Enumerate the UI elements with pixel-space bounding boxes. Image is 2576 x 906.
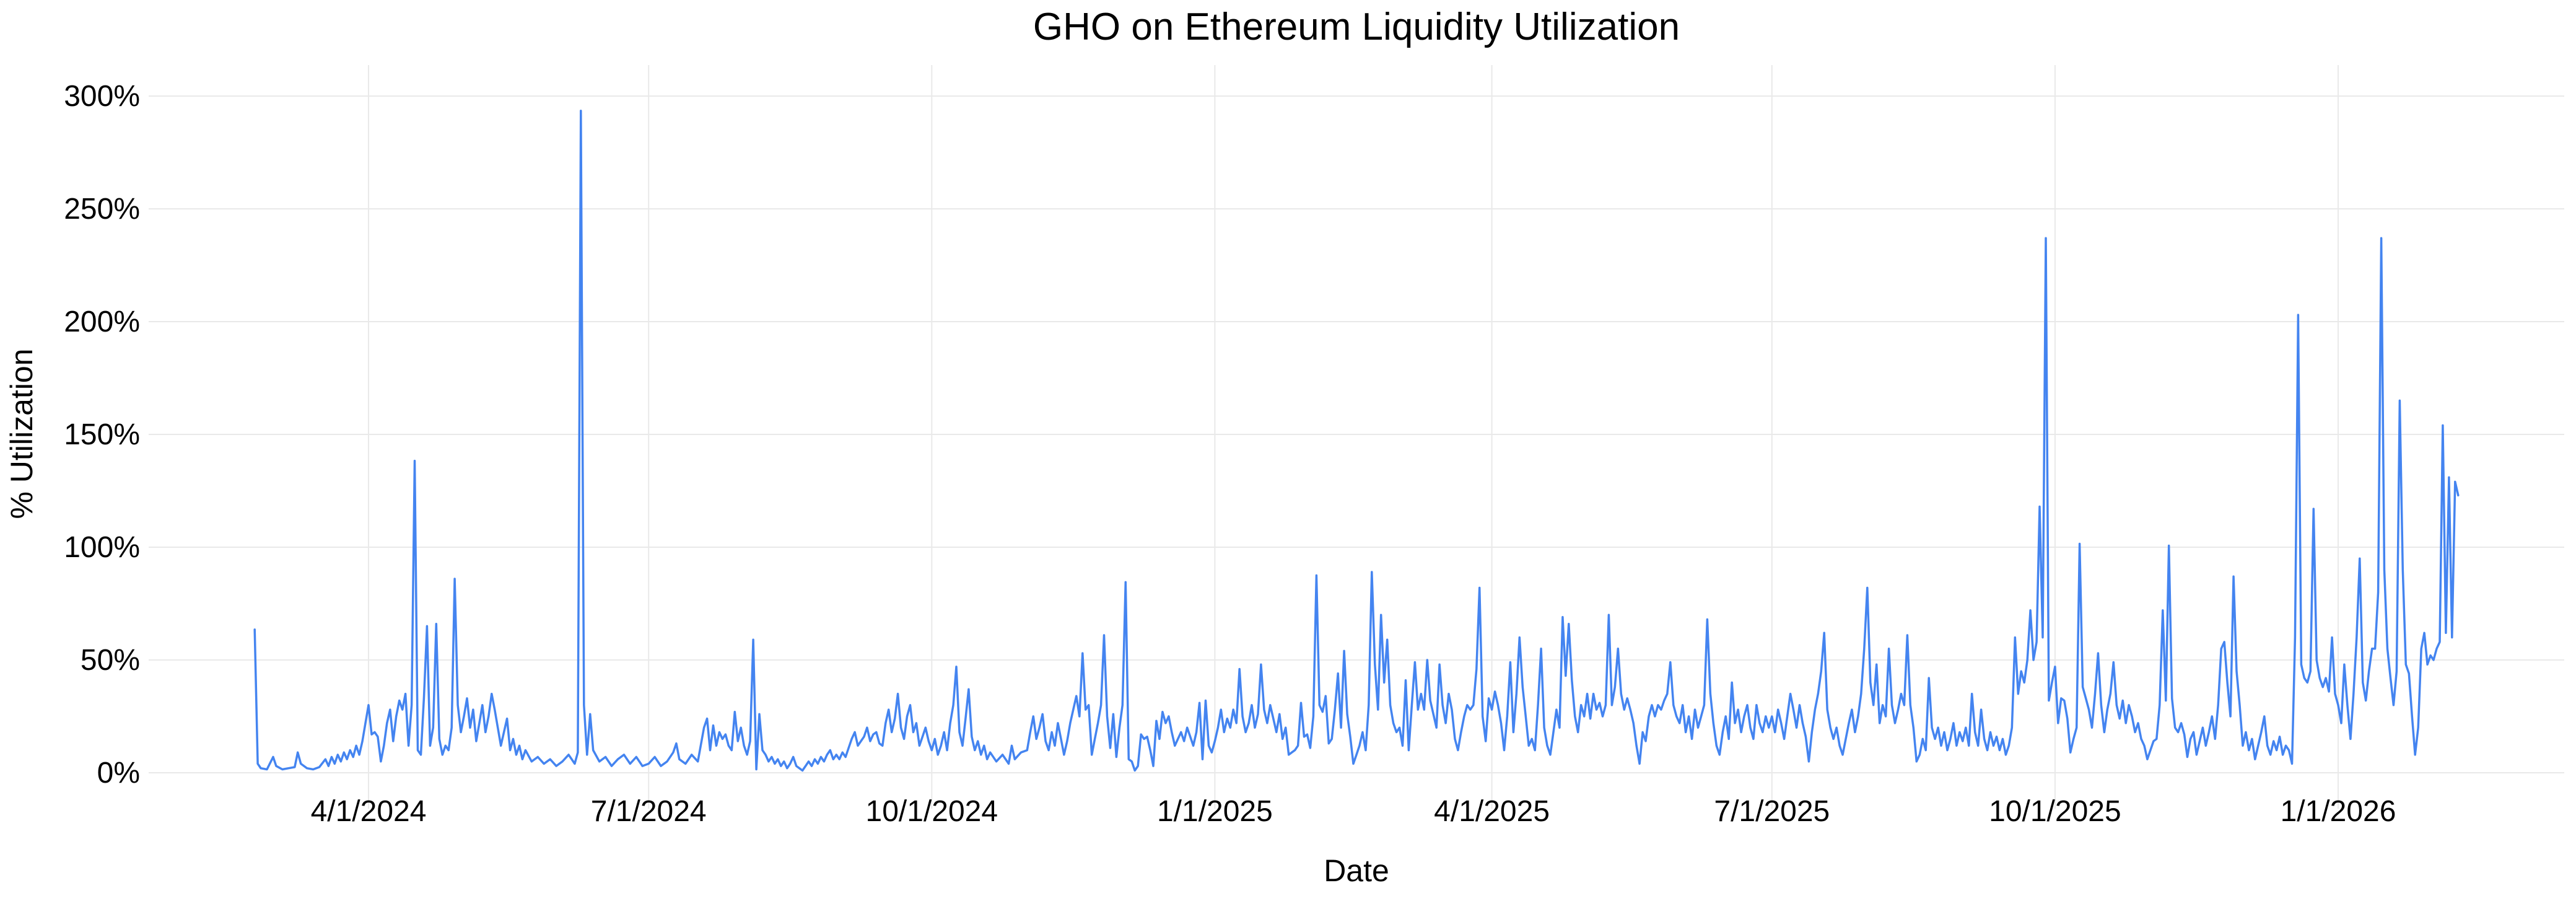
y-tick-label: 100% — [64, 531, 140, 564]
horizontal-gridlines — [149, 95, 2564, 773]
chart-title: GHO on Ethereum Liquidity Utilization — [1033, 6, 1680, 48]
vertical-gridlines — [368, 65, 2339, 809]
y-tick-label: 250% — [64, 193, 140, 226]
y-axis-label: % Utilization — [4, 348, 39, 519]
series-group — [253, 109, 2460, 772]
x-tick-label: 4/1/2024 — [311, 795, 427, 828]
x-tick-label: 4/1/2025 — [1434, 795, 1550, 828]
y-tick-label: 150% — [64, 418, 140, 451]
y-axis-tick-labels: 0% 50% 100% 150% 200% 250% 300% — [64, 80, 140, 789]
x-tick-label: 1/1/2025 — [1157, 795, 1273, 828]
x-tick-label: 10/1/2024 — [866, 795, 998, 828]
x-tick-label: 7/1/2025 — [1714, 795, 1830, 828]
y-tick-label: 50% — [81, 644, 140, 677]
x-tick-label: 10/1/2025 — [1989, 795, 2121, 828]
y-tick-label: 300% — [64, 80, 140, 113]
x-tick-label: 1/1/2026 — [2281, 795, 2396, 828]
x-axis-label: Date — [1324, 853, 1389, 888]
utilization-series-line — [253, 109, 2460, 772]
x-axis-tick-labels: 4/1/2024 7/1/2024 10/1/2024 1/1/2025 4/1/202… — [311, 795, 2396, 828]
y-tick-label: 0% — [97, 757, 140, 789]
x-tick-label: 7/1/2024 — [591, 795, 707, 828]
y-tick-label: 200% — [64, 306, 140, 338]
